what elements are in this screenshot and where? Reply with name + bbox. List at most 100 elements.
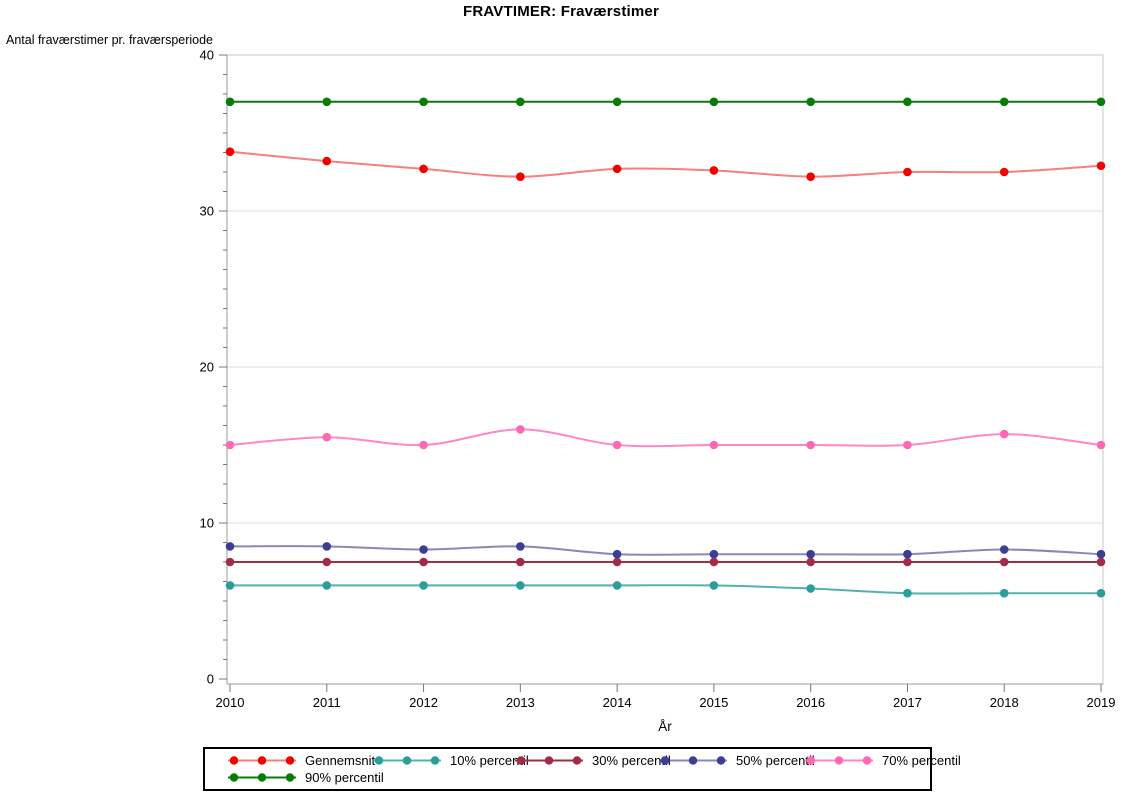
x-tick-label: 2017 <box>893 695 922 710</box>
legend-label: 30% percentil <box>592 753 671 768</box>
data-point-50-percentil <box>903 549 912 559</box>
x-tick-label: 2014 <box>603 695 632 710</box>
x-tick-label: 2019 <box>1087 695 1116 710</box>
data-point-90-percentil <box>903 97 912 107</box>
x-tick-label: 2016 <box>796 695 825 710</box>
data-point-50-percentil <box>709 549 719 559</box>
legend-series-marker-icon <box>659 756 727 765</box>
data-point-50-percentil <box>419 545 428 554</box>
data-point-gennemsnit <box>516 172 525 181</box>
legend-series-marker-icon <box>228 756 296 765</box>
data-point-70-percentil <box>806 440 815 450</box>
legend-series-marker-icon <box>228 773 296 782</box>
legend-series-marker-icon <box>515 756 583 765</box>
x-tick-label: 2012 <box>409 695 438 710</box>
data-point-gennemsnit <box>225 147 235 157</box>
series-line-70-percentil <box>229 428 1102 448</box>
legend-label: 70% percentil <box>882 753 961 768</box>
data-point-gennemsnit <box>322 156 332 166</box>
data-point-gennemsnit <box>999 167 1009 177</box>
series-line-gennemsnit <box>229 150 1102 178</box>
data-point-30-percentil <box>806 557 815 567</box>
y-axis-title: Antal fraværstimer pr. fraværsperiode <box>6 33 214 47</box>
chart-title: FRAVTIMER: Fraværstimer <box>462 3 660 20</box>
data-point-90-percentil <box>612 97 622 107</box>
data-point-30-percentil <box>419 557 428 567</box>
legend-item: 70% percentil <box>804 753 961 768</box>
data-point-30-percentil <box>322 557 332 567</box>
x-axis-title: År <box>658 719 672 734</box>
data-point-70-percentil <box>225 440 235 450</box>
data-point-50-percentil <box>806 549 815 559</box>
y-tick-label: 10 <box>200 516 214 531</box>
y-tick-label: 0 <box>207 672 214 687</box>
data-point-50-percentil <box>999 545 1009 554</box>
legend-item: 30% percentil <box>514 753 671 768</box>
data-point-70-percentil <box>322 432 332 442</box>
legend-box: Gennemsnit 10% percentil 30% percentil 50% … <box>203 747 961 791</box>
legend-label: 50% percentil <box>736 753 815 768</box>
legend-label: 90% percentil <box>305 770 384 785</box>
data-point-10-percentil <box>806 584 815 593</box>
legend-item: 50% percentil <box>658 753 815 768</box>
data-point-gennemsnit <box>903 167 912 177</box>
y-tick-label: 20 <box>200 360 214 375</box>
data-point-gennemsnit <box>806 172 815 181</box>
data-point-70-percentil <box>999 429 1009 439</box>
data-point-90-percentil <box>322 97 332 107</box>
data-point-70-percentil <box>709 440 719 450</box>
data-point-30-percentil <box>612 557 622 567</box>
x-tick-label: 2015 <box>699 695 728 710</box>
data-point-90-percentil <box>999 97 1009 107</box>
data-point-90-percentil <box>1096 97 1106 107</box>
data-point-30-percentil <box>516 557 525 567</box>
legend-series-marker-icon <box>805 756 873 765</box>
x-tick-label: 2010 <box>216 695 245 710</box>
data-point-gennemsnit <box>419 164 428 174</box>
series-line-10-percentil <box>230 584 1101 595</box>
data-point-90-percentil <box>806 97 815 107</box>
data-point-10-percentil <box>999 588 1009 598</box>
legend-item: 10% percentil <box>372 753 529 768</box>
legend-series-marker-icon <box>373 756 441 765</box>
data-point-30-percentil <box>1096 557 1106 567</box>
data-point-10-percentil <box>612 581 622 590</box>
data-point-30-percentil <box>999 557 1009 567</box>
data-point-10-percentil <box>1096 588 1106 598</box>
data-point-90-percentil <box>225 97 235 107</box>
x-tick-label: 2018 <box>990 695 1019 710</box>
data-point-90-percentil <box>516 97 525 107</box>
data-point-50-percentil <box>225 542 235 551</box>
y-tick-label: 40 <box>200 48 214 63</box>
series-line-50-percentil <box>229 545 1102 556</box>
data-point-70-percentil <box>612 440 622 450</box>
data-point-10-percentil <box>419 581 428 590</box>
data-point-50-percentil <box>612 549 622 559</box>
data-point-90-percentil <box>709 97 719 107</box>
data-point-30-percentil <box>225 557 235 567</box>
x-tick-label: 2013 <box>506 695 535 710</box>
data-point-70-percentil <box>516 425 525 434</box>
data-point-70-percentil <box>419 440 428 450</box>
data-point-70-percentil <box>903 440 912 450</box>
data-point-50-percentil <box>322 542 332 551</box>
y-tick-label: 30 <box>200 204 214 219</box>
data-point-gennemsnit <box>709 166 719 175</box>
data-point-10-percentil <box>225 581 235 590</box>
data-point-50-percentil <box>516 542 525 551</box>
legend-label: 10% percentil <box>450 753 529 768</box>
data-point-30-percentil <box>709 557 719 567</box>
data-point-90-percentil <box>419 97 428 107</box>
data-point-10-percentil <box>903 588 912 598</box>
data-point-70-percentil <box>1096 440 1106 450</box>
data-point-gennemsnit <box>612 164 622 174</box>
data-point-30-percentil <box>903 557 912 567</box>
x-tick-label: 2011 <box>313 695 341 710</box>
data-point-10-percentil <box>322 581 332 590</box>
legend-item: 90% percentil <box>227 770 384 785</box>
data-point-gennemsnit <box>1096 161 1106 171</box>
plot-frame <box>226 54 1104 685</box>
legend-label: Gennemsnit <box>305 753 376 768</box>
